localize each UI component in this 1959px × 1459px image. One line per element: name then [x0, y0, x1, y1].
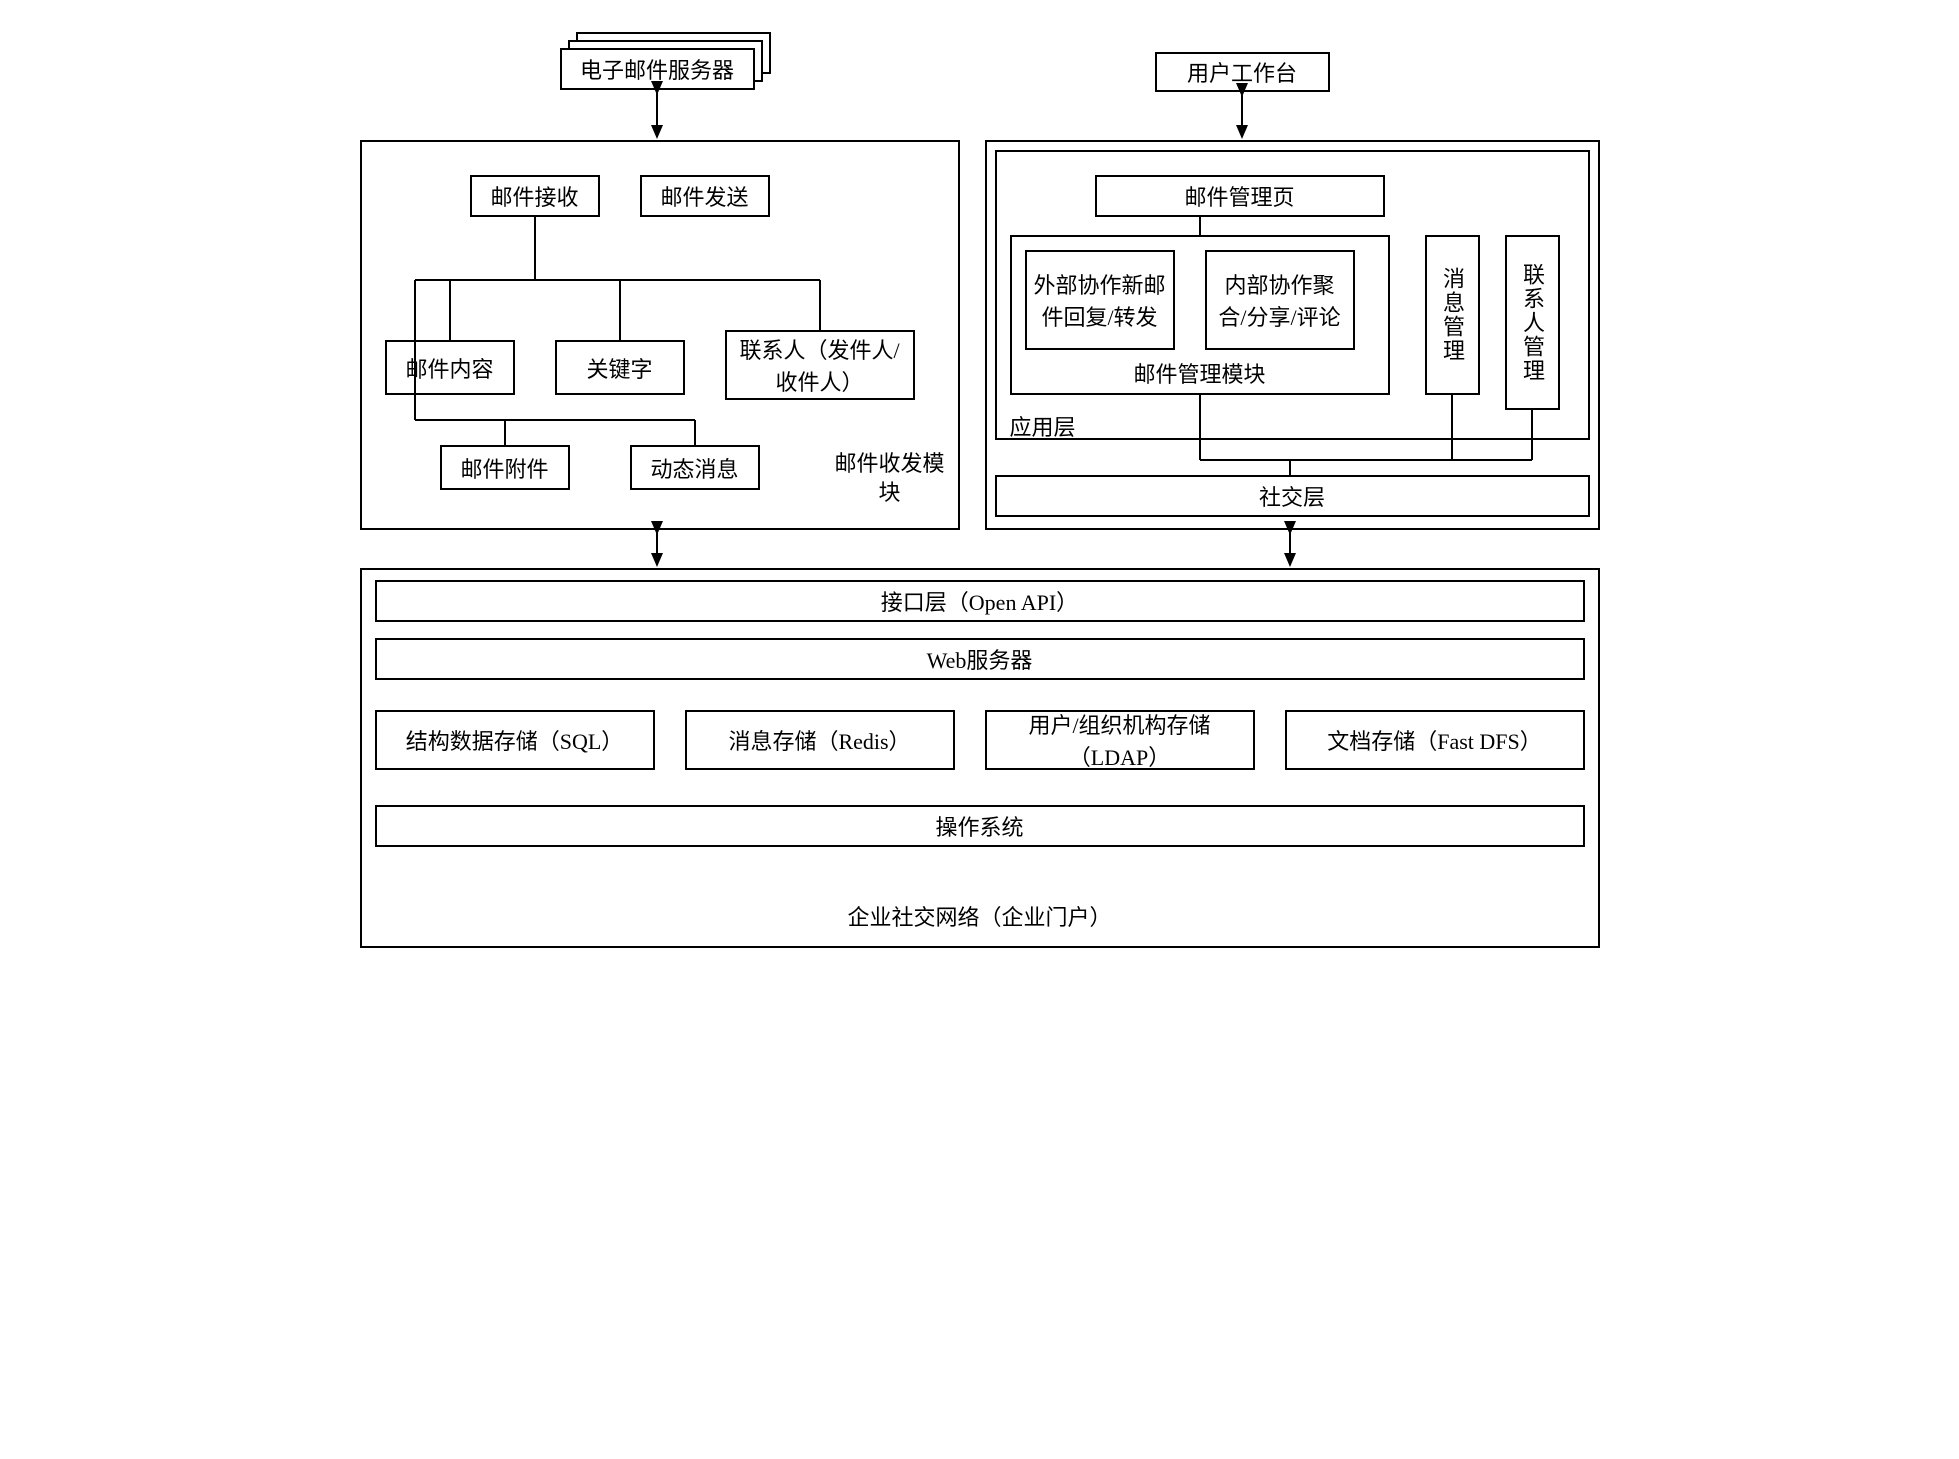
node-api-layer: 接口层（Open API）: [375, 580, 1585, 622]
msg-mgmt-label: 消息管理: [1436, 267, 1468, 363]
node-ldap: 用户/组织机构存储（LDAP）: [985, 710, 1255, 770]
keywords-label: 关键字: [586, 352, 652, 384]
mail-content-label: 邮件内容: [405, 352, 493, 384]
fastdfs-label: 文档存储（Fast DFS）: [1327, 724, 1542, 756]
social-sub-label: 社交层: [1259, 480, 1325, 512]
node-web-server: Web服务器: [375, 638, 1585, 680]
mail-module-label: 邮件收发模块: [830, 450, 950, 507]
node-user-workbench: 用户工作台: [1155, 52, 1330, 92]
redis-label: 消息存储（Redis）: [728, 724, 910, 756]
node-sql: 结构数据存储（SQL）: [375, 710, 655, 770]
node-int-collab: 内部协作聚合/分享/评论: [1205, 250, 1355, 350]
node-dyn-msg: 动态消息: [630, 445, 760, 490]
web-server-label: Web服务器: [927, 643, 1033, 675]
app-layer-label: 应用层: [1010, 410, 1076, 442]
node-contact-mgmt: 联系人管理: [1505, 235, 1560, 410]
mail-attach-label: 邮件附件: [460, 452, 548, 484]
node-keywords: 关键字: [555, 340, 685, 395]
node-contacts: 联系人（发件人/收件人）: [725, 330, 915, 400]
contacts-label: 联系人（发件人/收件人）: [731, 333, 909, 397]
node-mail-mgmt-page: 邮件管理页: [1095, 175, 1385, 217]
node-mail-send: 邮件发送: [640, 175, 770, 217]
node-mail-content: 邮件内容: [385, 340, 515, 395]
contact-mgmt-label: 联系人管理: [1516, 263, 1548, 383]
mail-mgmt-mod-label: 邮件管理模块: [1133, 357, 1265, 389]
int-collab-label: 内部协作聚合/分享/评论: [1211, 268, 1349, 332]
dyn-msg-label: 动态消息: [650, 452, 738, 484]
node-ext-collab: 外部协作新邮件回复/转发: [1025, 250, 1175, 350]
ldap-label: 用户/组织机构存储（LDAP）: [991, 708, 1249, 772]
portal-label: 企业社交网络（企业门户）: [375, 900, 1585, 932]
portal-label-text: 企业社交网络（企业门户）: [847, 905, 1111, 930]
mail-receive-label: 邮件接收: [490, 180, 578, 212]
email-server-label: 电子邮件服务器: [580, 53, 734, 85]
sql-label: 结构数据存储（SQL）: [406, 724, 624, 756]
os-label: 操作系统: [935, 810, 1023, 842]
node-mail-receive: 邮件接收: [470, 175, 600, 217]
mail-module-label-text: 邮件收发模块: [834, 451, 944, 505]
ext-collab-label: 外部协作新邮件回复/转发: [1031, 268, 1169, 332]
app-layer-label-text: 应用层: [1010, 415, 1076, 440]
mail-mgmt-page-label: 邮件管理页: [1184, 180, 1294, 212]
node-mail-attach: 邮件附件: [440, 445, 570, 490]
architecture-diagram: 电子邮件服务器 用户工作台 邮件接收 邮件发送 邮件内容 关键字 联系人（发件人…: [330, 20, 1630, 980]
mail-send-label: 邮件发送: [660, 180, 748, 212]
node-msg-mgmt: 消息管理: [1425, 235, 1480, 395]
node-os: 操作系统: [375, 805, 1585, 847]
node-social-sub: 社交层: [995, 475, 1590, 517]
node-fastdfs: 文档存储（Fast DFS）: [1285, 710, 1585, 770]
api-layer-label: 接口层（Open API）: [881, 585, 1078, 617]
node-email-server: 电子邮件服务器: [560, 48, 755, 90]
user-workbench-label: 用户工作台: [1187, 56, 1297, 88]
node-redis: 消息存储（Redis）: [685, 710, 955, 770]
